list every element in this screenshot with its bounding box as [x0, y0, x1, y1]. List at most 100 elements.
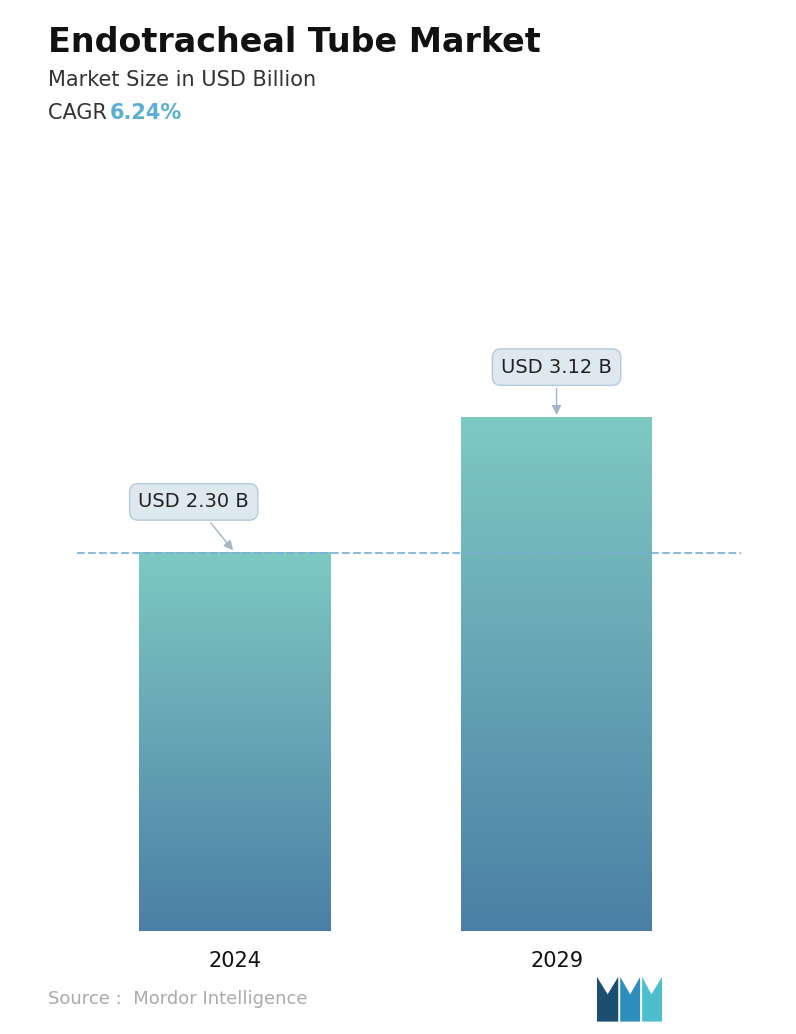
Bar — [461, 466, 653, 469]
Bar — [139, 726, 330, 728]
Bar — [139, 860, 330, 862]
Bar — [461, 860, 653, 862]
Bar — [461, 675, 653, 677]
Bar — [139, 921, 330, 923]
Bar — [461, 780, 653, 782]
Bar — [461, 793, 653, 795]
Bar — [139, 686, 330, 688]
Bar — [139, 801, 330, 803]
Bar — [139, 871, 330, 873]
Bar — [139, 664, 330, 666]
Bar — [139, 908, 330, 909]
Bar — [139, 606, 330, 608]
Bar — [461, 704, 653, 706]
Bar — [139, 834, 330, 837]
Bar — [461, 817, 653, 820]
Bar — [139, 747, 330, 748]
Bar — [461, 783, 653, 785]
Bar — [461, 455, 653, 457]
Bar — [461, 528, 653, 530]
Bar — [139, 819, 330, 821]
Bar — [139, 883, 330, 885]
Bar — [139, 704, 330, 706]
Bar — [139, 586, 330, 587]
Bar — [139, 605, 330, 607]
Bar — [461, 659, 653, 661]
Bar — [461, 740, 653, 742]
Bar — [139, 785, 330, 787]
Bar — [139, 876, 330, 878]
Bar — [139, 805, 330, 808]
Bar — [139, 582, 330, 584]
Bar — [139, 663, 330, 665]
Bar — [139, 675, 330, 677]
Bar — [139, 730, 330, 731]
Bar — [461, 651, 653, 653]
Bar — [461, 427, 653, 430]
Bar — [461, 503, 653, 505]
Bar — [139, 599, 330, 601]
Bar — [461, 877, 653, 879]
Bar — [139, 727, 330, 729]
Text: Source :  Mordor Intelligence: Source : Mordor Intelligence — [48, 991, 307, 1008]
Bar — [139, 906, 330, 908]
Bar — [461, 677, 653, 679]
Bar — [139, 633, 330, 635]
Bar — [139, 758, 330, 759]
Bar — [461, 748, 653, 750]
Bar — [461, 499, 653, 501]
Bar — [461, 840, 653, 842]
Bar — [461, 691, 653, 693]
Bar — [461, 419, 653, 421]
Bar — [461, 714, 653, 717]
Bar — [139, 847, 330, 849]
Bar — [461, 713, 653, 716]
Bar — [461, 531, 653, 534]
Bar — [461, 735, 653, 737]
Bar — [139, 678, 330, 679]
Bar — [461, 550, 653, 553]
Bar — [139, 882, 330, 884]
Bar — [461, 722, 653, 724]
Bar — [461, 555, 653, 558]
Bar — [461, 646, 653, 648]
Bar — [139, 909, 330, 910]
Bar — [139, 622, 330, 625]
Bar — [461, 445, 653, 447]
Bar — [139, 576, 330, 578]
Bar — [139, 581, 330, 583]
Bar — [461, 619, 653, 621]
Bar — [461, 821, 653, 823]
Bar — [139, 749, 330, 751]
Bar — [461, 698, 653, 700]
Bar — [139, 831, 330, 833]
Bar — [139, 894, 330, 896]
Bar — [139, 840, 330, 841]
Bar — [461, 843, 653, 845]
Bar — [139, 858, 330, 860]
Bar — [139, 829, 330, 831]
Bar — [461, 903, 653, 905]
Bar — [139, 557, 330, 558]
Bar — [139, 672, 330, 673]
Bar — [139, 608, 330, 609]
Bar — [139, 652, 330, 655]
Bar — [461, 803, 653, 805]
Bar — [139, 777, 330, 779]
Bar — [139, 738, 330, 740]
Bar — [139, 798, 330, 799]
Text: USD 3.12 B: USD 3.12 B — [501, 358, 612, 414]
Bar — [139, 674, 330, 676]
Bar — [461, 742, 653, 744]
Bar — [139, 856, 330, 857]
Bar — [139, 737, 330, 739]
Bar — [139, 837, 330, 839]
Bar — [139, 635, 330, 637]
Bar — [461, 510, 653, 512]
Bar — [461, 494, 653, 496]
Bar — [139, 731, 330, 733]
Bar — [461, 720, 653, 722]
Bar — [461, 537, 653, 539]
Bar — [461, 491, 653, 493]
Bar — [461, 837, 653, 839]
